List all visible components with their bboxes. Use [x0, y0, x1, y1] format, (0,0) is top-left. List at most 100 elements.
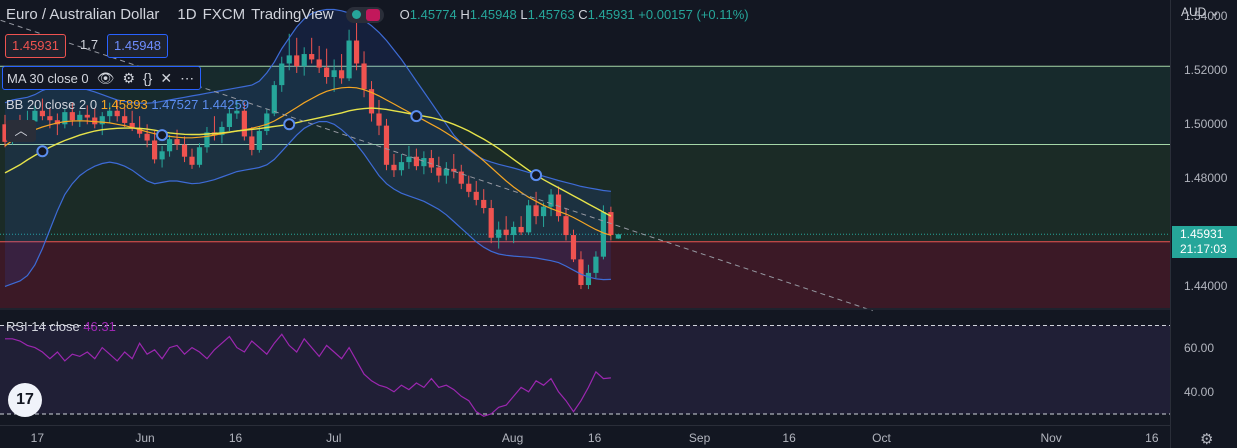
candle-body: [555, 194, 562, 217]
trend-anchor-point[interactable]: [36, 145, 49, 158]
candle-body: [391, 164, 397, 171]
candle-body: [353, 40, 360, 64]
bar-countdown: 21:17:03: [1180, 242, 1227, 257]
rsi-band: [0, 325, 1170, 414]
market-status-toggle[interactable]: [345, 6, 384, 23]
candle-body: [376, 113, 382, 126]
candle-body: [578, 259, 584, 286]
settings-gear-icon[interactable]: ⚙: [1200, 431, 1214, 448]
candle-body: [593, 256, 599, 273]
currency-selector[interactable]: AUD ⌄: [1181, 5, 1220, 19]
bb-lower-line: [4, 121, 611, 287]
eye-icon[interactable]: 👁: [96, 69, 115, 86]
candle-body: [301, 54, 307, 67]
candle-body: [368, 89, 375, 114]
time-tick-label: 17: [30, 431, 45, 445]
ohlc-values: O1.45774 H1.45948 L1.45763 C1.45931 +0.0…: [399, 7, 749, 22]
bb-label: BB 20 close 2 0: [6, 97, 98, 112]
candle-body: [458, 171, 464, 184]
trend-anchors[interactable]: [36, 110, 543, 182]
sell-button[interactable]: 1.45931: [5, 34, 66, 58]
price-tick-label: 1.50000: [1184, 117, 1228, 132]
candle-body: [99, 116, 105, 125]
chart-header: Euro / Australian Dollar 1D FXCM Trading…: [6, 6, 749, 23]
candle-body: [137, 128, 143, 134]
bb-legend[interactable]: BB 20 close 2 0 1.45893 1.47527 1.44259: [6, 97, 249, 112]
candle-body: [166, 139, 173, 152]
candle-body: [129, 122, 135, 129]
candle-body: [69, 112, 75, 121]
candle-body: [533, 205, 539, 217]
gear-icon[interactable]: ⚙: [122, 69, 135, 86]
candle-body: [346, 40, 352, 79]
candle-body: [294, 55, 300, 67]
candle-body: [496, 229, 502, 238]
bb-upper-value: 1.47527: [151, 97, 199, 112]
time-tick-label: Jun: [135, 431, 155, 445]
bb-basis-value: 1.45893: [100, 97, 148, 112]
rsi-legend[interactable]: RSI 14 close 46.31: [6, 319, 116, 334]
time-tick-label: Jul: [326, 431, 342, 445]
braces-icon[interactable]: {}: [143, 70, 153, 86]
candle-body: [413, 156, 419, 167]
trend-anchor-point[interactable]: [410, 110, 423, 123]
collapse-legend-button[interactable]: ︿: [6, 120, 36, 142]
price-tick-label: 1.54000: [1184, 9, 1228, 24]
replay-icon: [365, 8, 380, 21]
rsi-tick-label: 60.00: [1184, 340, 1215, 355]
trend-anchor-point[interactable]: [156, 129, 169, 142]
candle-body: [196, 147, 203, 165]
candle-body: [526, 205, 532, 233]
more-icon[interactable]: ⋯: [180, 69, 195, 86]
symbol-name[interactable]: Euro / Australian Dollar: [6, 6, 160, 23]
time-tick-label: 16: [1145, 431, 1159, 445]
ma-legend[interactable]: MA 30 close 0 👁 ⚙ {} ✕ ⋯: [2, 66, 202, 90]
buy-button[interactable]: 1.45948: [107, 34, 168, 58]
time-tick-label: 16: [782, 431, 796, 445]
candle-body: [181, 144, 188, 157]
candle-body: [189, 156, 195, 165]
time-tick-label: 16: [587, 431, 602, 445]
candle-body: [249, 136, 255, 150]
candle-body: [421, 158, 427, 167]
chevron-up-icon: ︿: [14, 123, 28, 138]
candle-body: [152, 140, 158, 160]
tradingview-logo[interactable]: 17: [8, 383, 42, 417]
time-tick-label: Oct: [872, 431, 891, 445]
time-tick-label: Nov: [1040, 431, 1062, 445]
rsi-value: 46.31: [83, 319, 116, 334]
candle-body: [159, 151, 165, 160]
candle-body: [39, 110, 45, 117]
candle-body: [518, 226, 524, 233]
candle-body: [451, 168, 457, 172]
trend-anchor-point[interactable]: [283, 118, 296, 131]
candle-body: [585, 272, 592, 286]
candle-body: [466, 183, 472, 192]
time-tick-label: Aug: [501, 431, 524, 445]
candle-body: [331, 70, 337, 77]
price-tick-label: 1.52000: [1184, 63, 1228, 78]
candle-body: [264, 113, 270, 132]
candle-body: [122, 116, 128, 123]
candle-body: [481, 199, 487, 209]
bb-basis-line: [4, 86, 612, 236]
time-tick-label: Sep: [688, 431, 711, 445]
interval[interactable]: 1D: [177, 6, 197, 23]
ma-label: MA 30 close 0: [7, 70, 89, 86]
candle-body: [473, 191, 479, 200]
candle-body: [92, 117, 98, 125]
candle-body: [84, 114, 90, 118]
exchange: FXCM: [202, 6, 246, 23]
trend-line[interactable]: [0, 0, 873, 312]
candle-body: [114, 110, 120, 117]
trend-anchor-point[interactable]: [530, 169, 543, 182]
close-icon[interactable]: ✕: [160, 69, 173, 86]
last-price-value: 1.45931: [1180, 227, 1224, 242]
candle-body: [107, 110, 113, 117]
candle-body: [2, 124, 8, 142]
candle-body: [488, 208, 494, 238]
candle-body: [398, 162, 405, 171]
rsi-label: RSI 14 close: [6, 319, 80, 334]
candle-body: [286, 55, 292, 64]
